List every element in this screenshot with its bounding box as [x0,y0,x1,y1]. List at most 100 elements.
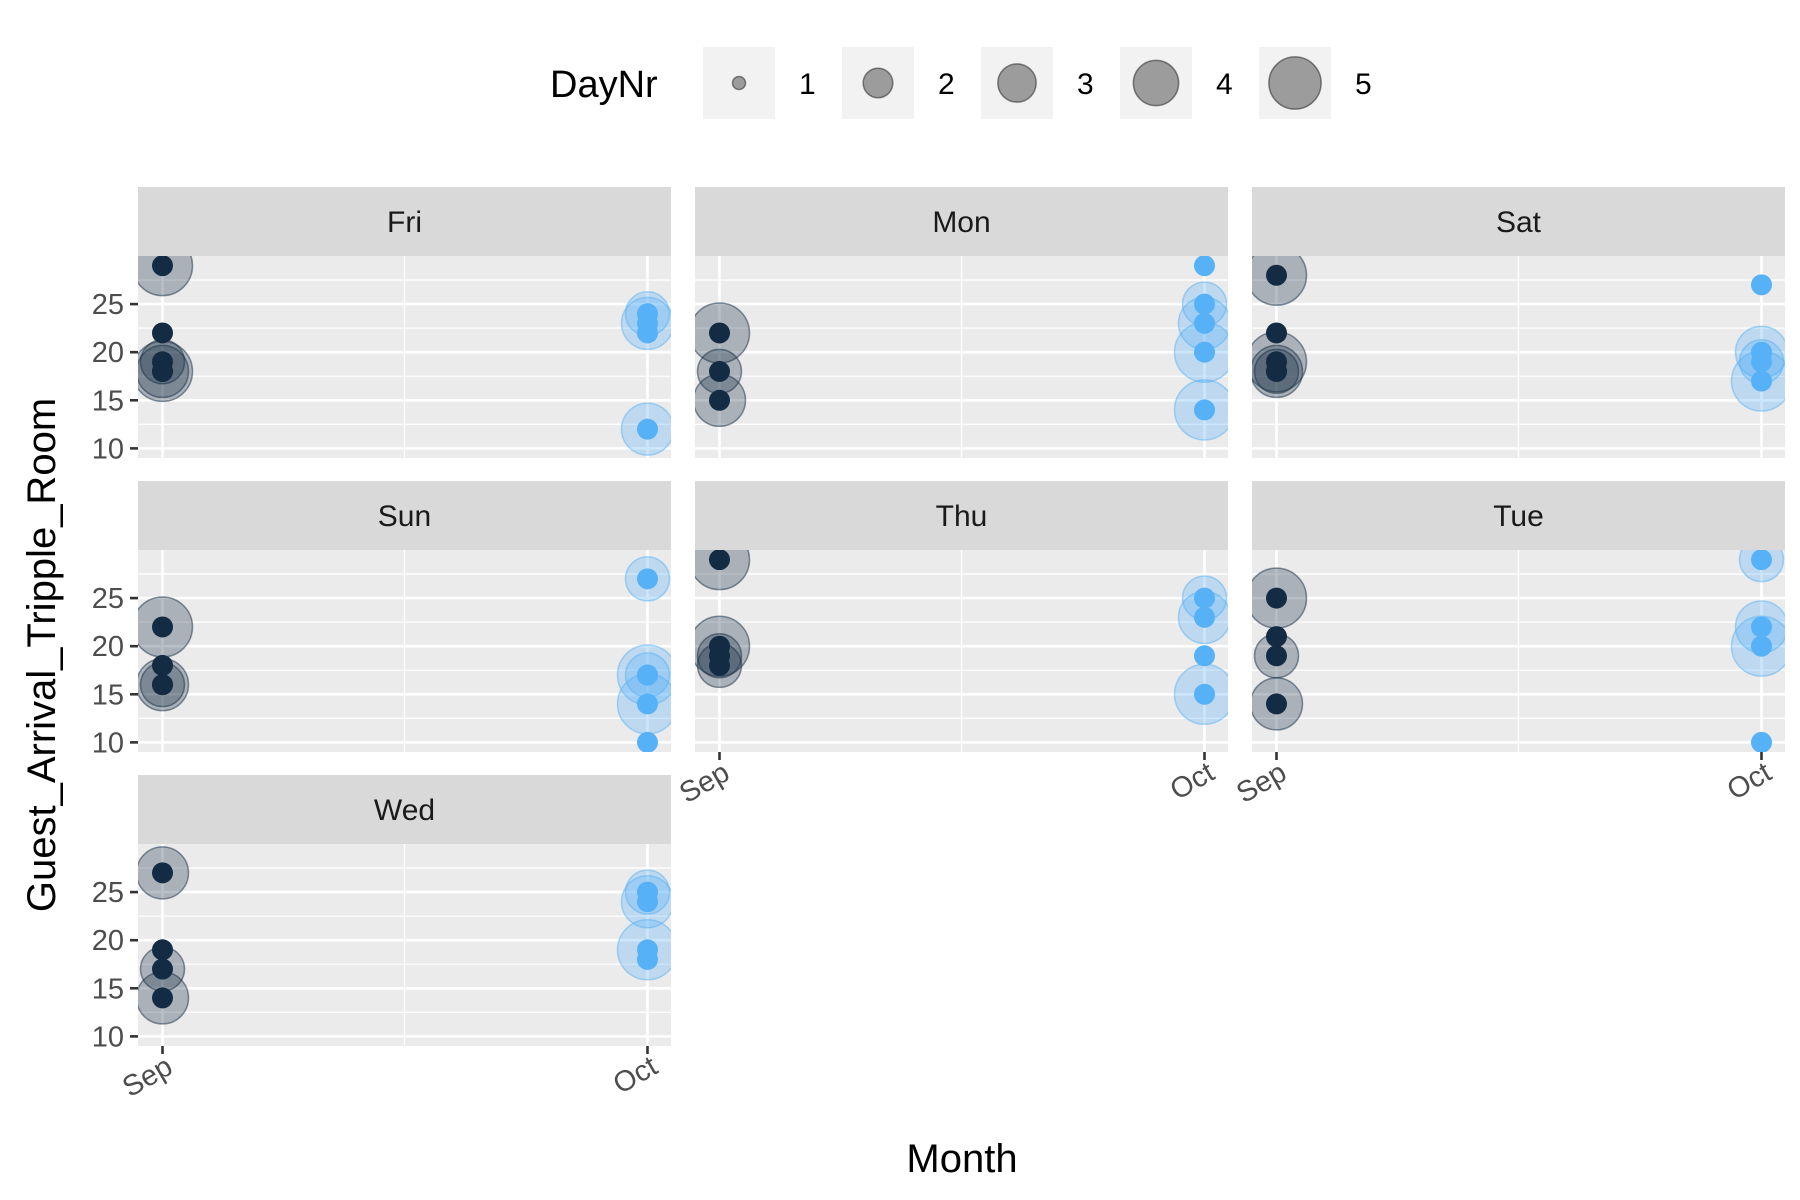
facet-label: Sun [378,500,431,533]
data-point [637,568,658,590]
data-point [709,360,730,382]
facet-strip [1252,187,1785,256]
data-point [637,731,658,752]
legend-size-marker [862,67,894,99]
data-point [637,322,658,344]
data-point [1751,274,1772,296]
data-point [1194,683,1215,705]
legend-key [981,47,1053,119]
y-tick-label: 10 [92,1021,124,1053]
data-point [152,862,173,884]
facet-wed: Wed 10 15 20 25 Sep Oct [92,775,671,1104]
data-point [152,322,173,344]
y-tick-label: 15 [92,973,124,1005]
y-tick-label: 10 [92,433,124,465]
data-point [1194,256,1215,277]
data-point [1751,616,1772,638]
legend-key [703,47,775,119]
legend-size-marker [1132,59,1180,107]
data-point [1194,293,1215,315]
data-point [1751,370,1772,392]
data-point [1266,587,1287,609]
legend-size-marker [731,75,747,91]
data-point [709,550,730,571]
data-point [709,389,730,411]
point-halo [138,256,194,297]
x-tick-label: Sep [117,1050,178,1104]
legend: DayNr 1 2 3 4 5 [550,47,1372,119]
data-point [152,987,173,1009]
legend-label: 1 [799,68,816,101]
x-tick-label: Sep [674,756,735,810]
facet-strip [1252,481,1785,550]
facet-fri: Fri 10 15 20 25 [92,187,671,465]
data-point [1751,731,1772,752]
legend-title: DayNr [550,64,658,106]
data-point [637,418,658,440]
data-point [152,360,173,382]
data-point [637,664,658,686]
facet-strip [138,481,671,550]
data-point [1194,341,1215,363]
points-layer [1252,550,1785,752]
y-tick-label: 25 [92,583,124,615]
data-point [152,958,173,980]
data-point [1751,351,1772,373]
data-point [1266,693,1287,715]
points-layer [138,846,671,1025]
data-point [152,939,173,961]
facet-label: Tue [1493,500,1544,533]
facet-mon: Mon [695,187,1228,458]
y-tick-label: 15 [92,679,124,711]
legend-item-1: 1 [703,47,816,119]
points-layer [138,556,671,752]
legend-label: 5 [1355,68,1372,101]
points-layer [1252,256,1785,412]
facet-strip [695,187,1228,256]
facet-strip [695,481,1228,550]
data-point [152,674,173,696]
points-layer [695,550,1228,726]
x-tick-label: Oct [1165,756,1220,806]
legend-item-4: 4 [1120,47,1233,119]
data-point [152,654,173,676]
facet-strip [138,187,671,256]
legend-size-marker [997,63,1037,103]
data-point [152,256,173,277]
y-tick-label: 25 [92,289,124,321]
facet-label: Wed [374,794,435,827]
legend-key [842,47,914,119]
facet-label: Fri [387,206,422,239]
data-point [709,654,730,676]
data-point [1194,312,1215,334]
facet-sun: Sun 10 15 20 25 [92,481,671,759]
facet-label: Sat [1496,206,1542,239]
x-tick-label: Sep [1231,756,1292,810]
x-axis-title: Month [906,1137,1017,1181]
data-point [1266,322,1287,344]
y-tick-label: 20 [92,337,124,369]
data-point [1194,587,1215,609]
data-point [1266,264,1287,286]
point-halo [695,550,751,591]
data-point [1751,635,1772,657]
y-tick-label: 20 [92,631,124,663]
data-point [637,891,658,913]
legend-size-marker [1268,56,1322,110]
x-tick-label: Oct [608,1050,663,1100]
y-tick-label: 25 [92,877,124,909]
y-tick-label: 10 [92,727,124,759]
y-tick-label: 20 [92,925,124,957]
facet-strip [138,775,671,844]
facet-label: Thu [936,500,988,533]
legend-item-2: 2 [842,47,955,119]
x-tick-label: Oct [1722,756,1777,806]
data-point [152,616,173,638]
legend-item-5: 5 [1259,47,1372,119]
facet-sat: Sat [1252,187,1785,458]
points-layer [695,256,1228,441]
points-layer [138,256,671,456]
data-point [1266,360,1287,382]
